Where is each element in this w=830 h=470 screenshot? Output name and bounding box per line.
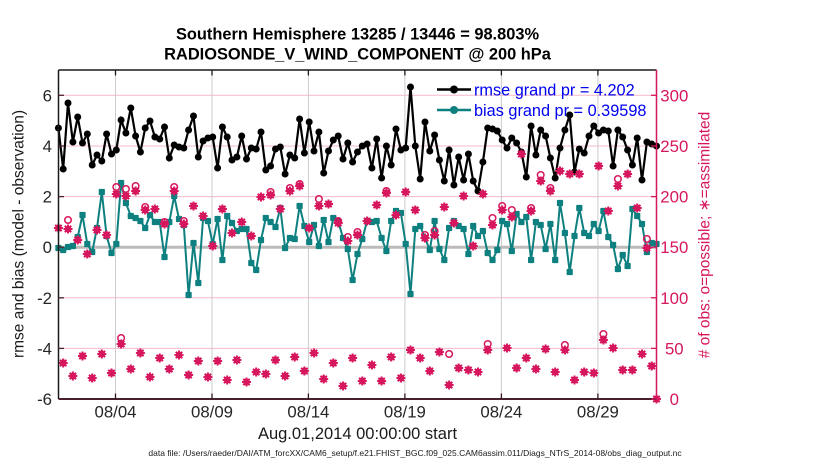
svg-text:rmse and bias (model - observa: rmse and bias (model - observation) — [11, 110, 28, 358]
svg-text:-6: -6 — [37, 390, 52, 409]
svg-text:08/04: 08/04 — [95, 403, 137, 422]
svg-text:200: 200 — [660, 188, 688, 207]
svg-text:-4: -4 — [37, 339, 52, 358]
svg-text:rmse grand pr = 4.202: rmse grand pr = 4.202 — [474, 82, 635, 100]
svg-text:bias grand pr = 0.39598: bias grand pr = 0.39598 — [474, 102, 646, 120]
svg-text:-2: -2 — [37, 289, 52, 308]
svg-text:2: 2 — [43, 188, 52, 207]
svg-text:250: 250 — [660, 137, 688, 156]
svg-text:08/24: 08/24 — [480, 403, 522, 422]
svg-text:100: 100 — [660, 289, 688, 308]
svg-text:300: 300 — [660, 86, 688, 105]
svg-text:4: 4 — [43, 137, 52, 156]
svg-text:08/14: 08/14 — [287, 403, 329, 422]
svg-text:0: 0 — [670, 390, 679, 409]
svg-text:Southern Hemisphere 13285 / 13: Southern Hemisphere 13285 / 13446 = 98.8… — [176, 26, 540, 44]
svg-text:# of obs: o=possible; ∗=assimi: # of obs: o=possible; ∗=assimilated — [697, 112, 714, 359]
svg-text:150: 150 — [660, 238, 688, 257]
svg-text:Aug.01,2014 00:00:00 start: Aug.01,2014 00:00:00 start — [258, 425, 457, 443]
svg-text:6: 6 — [43, 86, 52, 105]
svg-text:RADIOSONDE_V_WIND_COMPONENT @: RADIOSONDE_V_WIND_COMPONENT @ 200 hPa — [164, 46, 552, 64]
svg-text:0: 0 — [43, 238, 52, 257]
svg-text:08/19: 08/19 — [384, 403, 426, 422]
svg-text:data file: /Users/raeder/DAI/A: data file: /Users/raeder/DAI/ATM_forcXX/… — [148, 448, 682, 458]
svg-text:08/09: 08/09 — [191, 403, 233, 422]
svg-text:08/29: 08/29 — [577, 403, 619, 422]
svg-text:50: 50 — [665, 339, 684, 358]
